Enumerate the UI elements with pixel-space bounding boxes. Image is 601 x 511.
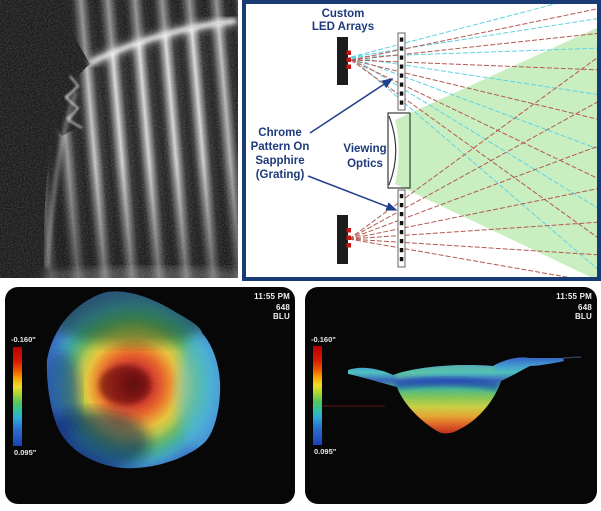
optical-schematic: Custom LED Arrays Chrome Pattern On Sapp…: [242, 0, 601, 284]
led-arrays-label-line1: Custom: [322, 8, 365, 20]
wing-tail-line: [562, 356, 582, 359]
profile-map-panel: 11:55 PM 648 BLU -0.160" 0.095": [305, 287, 597, 504]
fringe-photo: [0, 0, 260, 285]
scale-max-label: -0.160": [311, 335, 336, 344]
profile-map-art: [312, 356, 582, 434]
optical-schematic-art: Custom LED Arrays Chrome Pattern On Sapp…: [242, 0, 601, 284]
surface-map-art: [46, 291, 221, 469]
timestamp: 11:55 PM: [254, 292, 290, 301]
beam-wedge: [395, 26, 601, 282]
scale-min-label: 0.095": [314, 447, 337, 456]
frame-counter: 648: [578, 303, 592, 312]
viewing-optics-label-line2: Optics: [347, 158, 383, 170]
viewing-optics-label-line1: Viewing: [343, 143, 386, 155]
grating-pointer-arrows: [307, 78, 398, 211]
fringe-photo-art: [0, 0, 260, 285]
upper-grating: [397, 32, 406, 111]
channel-label: BLU: [574, 312, 592, 321]
upper-led-array: [337, 37, 351, 85]
timestamp: 11:55 PM: [556, 292, 592, 301]
led-arrays-label-line2: LED Arrays: [312, 21, 374, 33]
frame-counter: 648: [276, 303, 290, 312]
schematic-frame: [242, 0, 601, 281]
surface-map-panel: 11:55 PM 648 BLU -0.160" 0.095": [5, 287, 295, 504]
grating-label-line1: Chrome: [258, 127, 301, 139]
grating-label-line4: (Grating): [256, 169, 305, 181]
film-grain-overlay: [0, 0, 238, 278]
viewing-optics-outline: [387, 112, 411, 189]
scale-min-label: 0.095": [14, 448, 37, 457]
colorbar: [13, 347, 22, 446]
lower-led-array: [337, 215, 351, 264]
lower-grating: [397, 189, 406, 268]
channel-label: BLU: [272, 312, 290, 321]
grating-label-line3: Sapphire: [255, 155, 304, 167]
grating-label-line2: Pattern On: [251, 141, 310, 153]
colorbar: [313, 346, 322, 445]
upper-ray-fan: [350, 0, 601, 273]
scale-max-label: -0.160": [11, 335, 36, 344]
